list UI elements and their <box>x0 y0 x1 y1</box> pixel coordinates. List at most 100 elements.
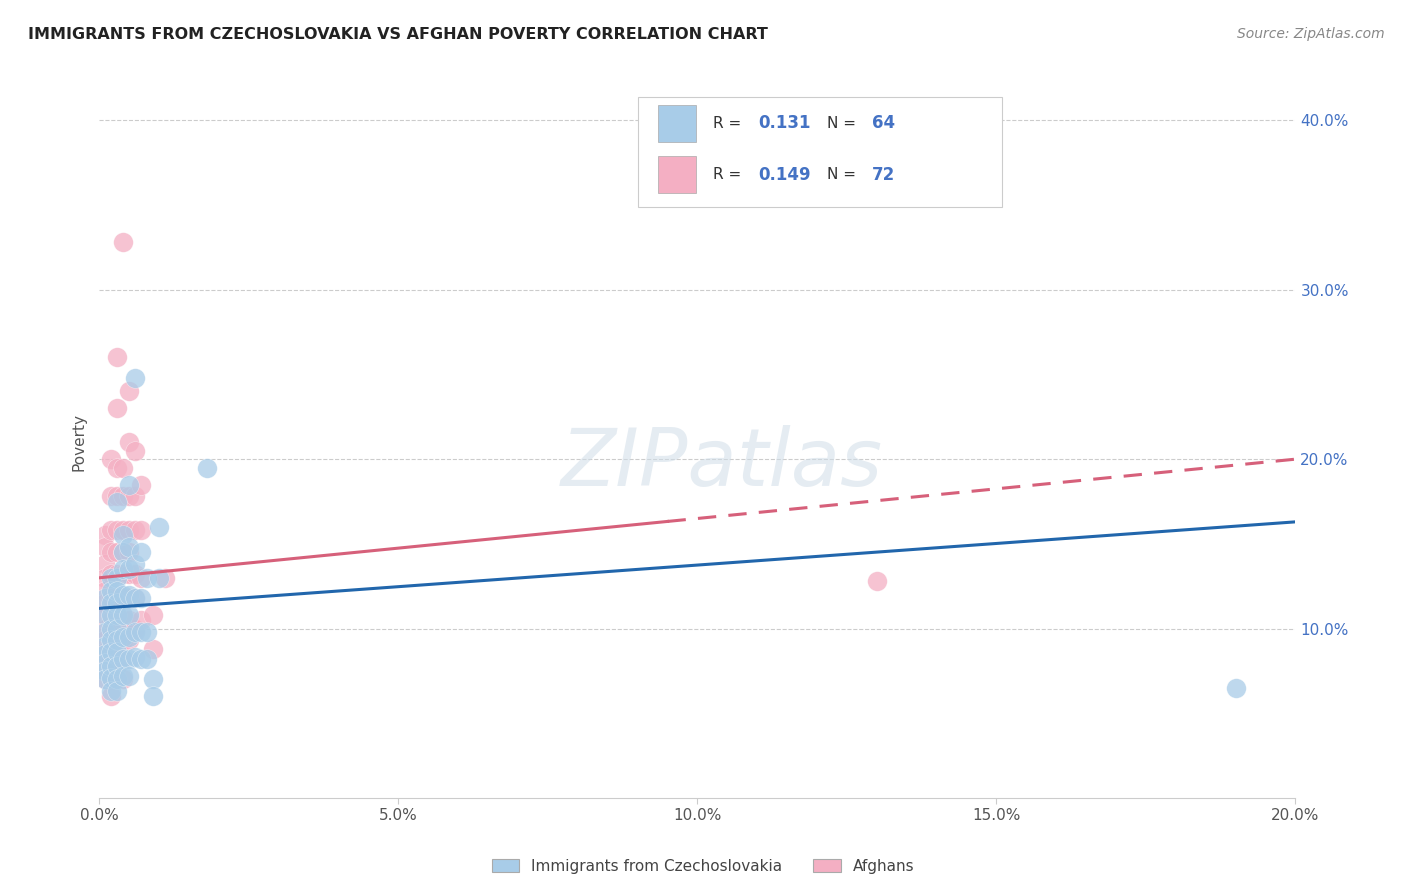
FancyBboxPatch shape <box>638 97 1002 207</box>
Point <box>112 567 135 582</box>
Point <box>105 673 128 687</box>
Point <box>124 625 146 640</box>
Point <box>100 596 122 610</box>
Text: R =: R = <box>713 116 747 131</box>
Point <box>105 613 128 627</box>
Point <box>124 591 146 606</box>
Point <box>105 571 128 585</box>
Point <box>129 477 152 491</box>
Point <box>105 584 128 599</box>
Point <box>118 608 141 623</box>
Text: 0.131: 0.131 <box>758 114 811 132</box>
Point <box>124 567 146 582</box>
Point <box>100 652 122 666</box>
Point <box>112 608 135 623</box>
Text: R =: R = <box>713 168 747 183</box>
Point <box>105 645 128 659</box>
Point <box>124 371 146 385</box>
Point <box>142 608 165 623</box>
Point <box>112 630 135 644</box>
Point <box>124 591 146 606</box>
Point <box>94 558 117 572</box>
Point <box>94 633 117 648</box>
Point <box>100 567 122 582</box>
Point <box>94 608 117 623</box>
Point <box>129 625 152 640</box>
Point <box>112 673 135 687</box>
Point <box>148 520 170 534</box>
Point <box>142 690 165 704</box>
Point <box>118 545 141 559</box>
Point <box>112 591 135 606</box>
Point <box>112 588 135 602</box>
Point <box>129 524 152 538</box>
Text: N =: N = <box>827 168 860 183</box>
Point <box>118 588 141 602</box>
Point <box>129 545 152 559</box>
Point <box>100 613 122 627</box>
Point <box>105 633 128 648</box>
Point <box>112 613 135 627</box>
Point <box>124 650 146 665</box>
Point <box>118 384 141 399</box>
Text: N =: N = <box>827 116 860 131</box>
Point <box>105 622 128 636</box>
Text: 64: 64 <box>872 114 896 132</box>
Point <box>118 541 141 555</box>
Text: IMMIGRANTS FROM CZECHOSLOVAKIA VS AFGHAN POVERTY CORRELATION CHART: IMMIGRANTS FROM CZECHOSLOVAKIA VS AFGHAN… <box>28 27 768 42</box>
FancyBboxPatch shape <box>658 105 696 142</box>
Point <box>112 524 135 538</box>
FancyBboxPatch shape <box>658 156 696 194</box>
Point <box>195 460 218 475</box>
Point <box>118 524 141 538</box>
Point <box>129 571 152 585</box>
Point <box>94 673 117 687</box>
Point <box>94 625 117 640</box>
Point <box>100 608 122 623</box>
Point <box>142 673 165 687</box>
Point <box>105 490 128 504</box>
Point <box>118 630 141 644</box>
Point <box>94 664 117 678</box>
Point <box>1225 681 1247 695</box>
Point <box>100 591 122 606</box>
Point <box>94 528 117 542</box>
Point <box>105 673 128 687</box>
Point <box>100 690 122 704</box>
Point <box>118 435 141 450</box>
Point <box>94 645 117 659</box>
Point <box>100 659 122 673</box>
Point <box>124 558 146 572</box>
Point <box>100 524 122 538</box>
Point <box>94 622 117 636</box>
Point <box>100 633 122 648</box>
Point <box>100 622 122 636</box>
Point <box>129 652 152 666</box>
Point <box>94 571 117 585</box>
Point <box>105 351 128 365</box>
Point <box>118 669 141 683</box>
Point <box>94 639 117 653</box>
Point <box>105 684 128 698</box>
Point <box>136 625 159 640</box>
Text: 0.149: 0.149 <box>758 166 811 184</box>
Point <box>94 673 117 687</box>
Point <box>118 490 141 504</box>
Point <box>94 584 117 599</box>
Point <box>129 613 152 627</box>
Point <box>124 443 146 458</box>
Point <box>94 596 117 610</box>
Point <box>155 571 177 585</box>
Point <box>94 647 117 661</box>
Point <box>142 642 165 657</box>
Point <box>129 591 152 606</box>
Point <box>105 460 128 475</box>
Point <box>112 545 135 559</box>
Point <box>100 684 122 698</box>
Point <box>112 562 135 576</box>
Point <box>94 608 117 623</box>
Point <box>124 490 146 504</box>
Point <box>105 545 128 559</box>
Point <box>100 452 122 467</box>
Point <box>100 490 122 504</box>
